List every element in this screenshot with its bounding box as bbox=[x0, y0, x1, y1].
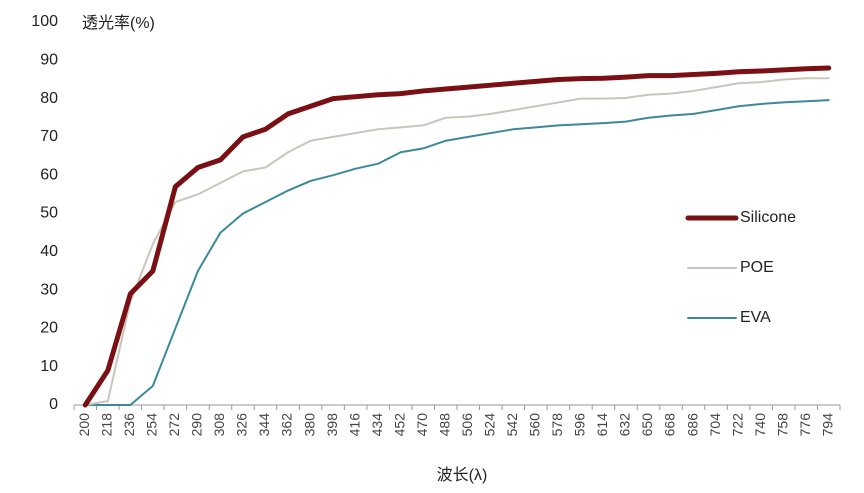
y-tick-label: 60 bbox=[40, 166, 58, 183]
x-tick-label: 326 bbox=[234, 413, 250, 437]
x-tick-label: 254 bbox=[144, 413, 160, 437]
x-tick-label: 416 bbox=[346, 413, 362, 437]
x-tick-label: 704 bbox=[707, 413, 723, 437]
x-tick-label: 236 bbox=[121, 413, 137, 437]
y-tick-label: 100 bbox=[31, 13, 58, 30]
x-tick-label: 218 bbox=[98, 413, 114, 437]
y-tick-label: 50 bbox=[40, 205, 58, 222]
x-tick-label: 560 bbox=[527, 413, 543, 437]
x-tick-label: 668 bbox=[662, 413, 678, 437]
x-tick-label: 578 bbox=[549, 413, 565, 437]
series-line bbox=[84, 77, 830, 406]
x-tick-label: 380 bbox=[301, 413, 317, 437]
y-tick-label: 90 bbox=[40, 52, 58, 69]
x-tick-label: 524 bbox=[481, 413, 497, 437]
x-tick-label: 650 bbox=[639, 413, 655, 437]
x-tick-label: 452 bbox=[391, 413, 407, 437]
x-tick-label: 722 bbox=[729, 413, 745, 437]
x-tick-label: 344 bbox=[256, 413, 272, 437]
x-tick-label: 776 bbox=[797, 413, 813, 437]
x-tick-label: 290 bbox=[189, 413, 205, 437]
x-tick-label: 596 bbox=[572, 413, 588, 437]
y-tick-label: 0 bbox=[49, 396, 58, 413]
x-tick-label: 200 bbox=[76, 413, 92, 437]
x-tick-label: 308 bbox=[211, 413, 227, 437]
y-tick-label: 80 bbox=[40, 90, 58, 107]
x-tick-label: 794 bbox=[819, 413, 835, 437]
x-tick-label: 470 bbox=[414, 413, 430, 437]
x-axis-label: 波长(λ) bbox=[437, 466, 488, 484]
legend-label: POE bbox=[740, 259, 774, 276]
y-axis-label: 透光率(%) bbox=[82, 14, 155, 32]
x-tick-label: 488 bbox=[436, 413, 452, 437]
x-tick-label: 272 bbox=[166, 413, 182, 437]
y-tick-label: 20 bbox=[40, 320, 58, 337]
x-tick-label: 686 bbox=[684, 413, 700, 437]
series-line bbox=[84, 99, 830, 406]
x-tick-label: 434 bbox=[369, 413, 385, 437]
x-tick-label: 632 bbox=[617, 413, 633, 437]
series-line bbox=[82, 65, 832, 408]
y-tick-label: 70 bbox=[40, 128, 58, 145]
x-tick-label: 758 bbox=[774, 413, 790, 437]
y-tick-label: 30 bbox=[40, 281, 58, 298]
x-tick-label: 362 bbox=[279, 413, 295, 437]
legend-label: Silicone bbox=[740, 209, 796, 226]
x-tick-label: 542 bbox=[504, 413, 520, 437]
x-tick-label: 740 bbox=[752, 413, 768, 437]
legend-label: EVA bbox=[740, 309, 771, 326]
y-tick-label: 10 bbox=[40, 358, 58, 375]
x-tick-label: 614 bbox=[594, 413, 610, 437]
y-tick-label: 40 bbox=[40, 243, 58, 260]
x-tick-label: 398 bbox=[324, 413, 340, 437]
x-tick-label: 506 bbox=[459, 413, 475, 437]
